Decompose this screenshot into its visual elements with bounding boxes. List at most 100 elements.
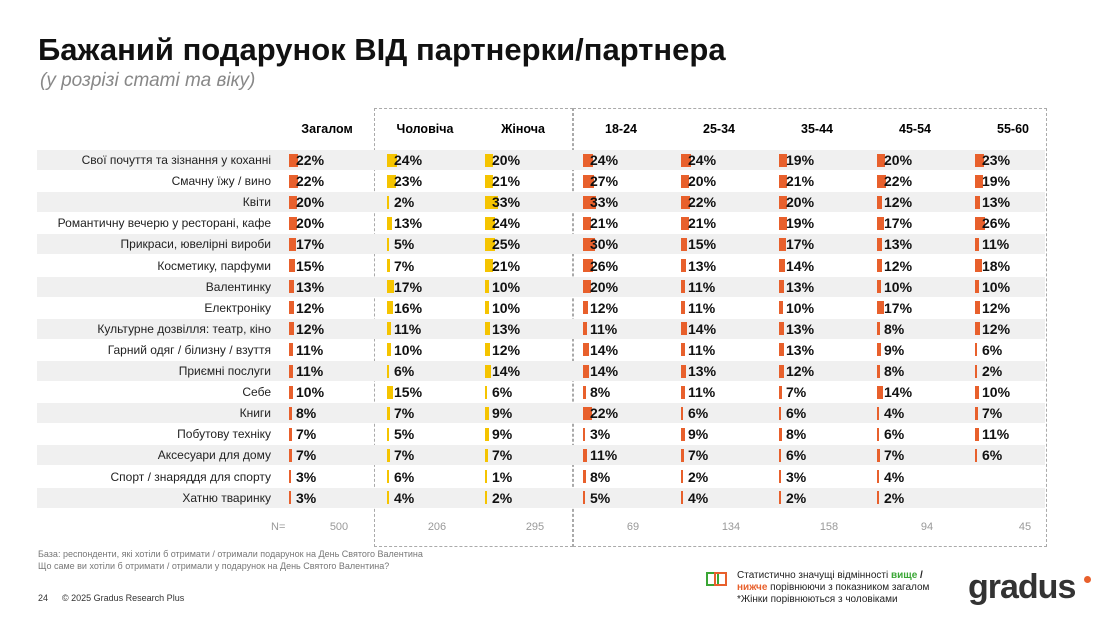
- bar: [779, 470, 781, 483]
- cell-value: 11%: [394, 320, 422, 337]
- cell-value: 14%: [492, 363, 521, 379]
- cell-value: 12%: [884, 257, 913, 274]
- bar: [387, 195, 389, 209]
- cell-value: 10%: [982, 278, 1011, 295]
- bar: [485, 385, 488, 399]
- cell-value: 12%: [982, 299, 1011, 316]
- legend-text: Статистично значущі відмінності: [737, 570, 891, 581]
- bar: [387, 153, 397, 167]
- cell-value: 21%: [590, 215, 619, 232]
- bar: [583, 195, 597, 209]
- cell-value: 13%: [688, 363, 717, 379]
- bar: [289, 259, 295, 272]
- bar: [289, 427, 292, 441]
- cell-value: 9%: [688, 426, 709, 443]
- cell-value: 10%: [982, 384, 1011, 401]
- bar: [583, 491, 585, 505]
- bar: [681, 322, 687, 336]
- column-header: Загалом: [301, 122, 353, 136]
- bar: [387, 216, 393, 230]
- bar: [975, 343, 978, 357]
- cell-value: 2%: [492, 489, 513, 506]
- bar: [387, 491, 389, 505]
- bar: [289, 237, 296, 251]
- cell-value: 5%: [394, 426, 415, 443]
- bar: [681, 385, 686, 399]
- bar: [583, 174, 594, 188]
- cell-value: 9%: [492, 405, 513, 422]
- cell-value: 3%: [786, 468, 807, 485]
- bar: [681, 406, 684, 420]
- cell-value: 6%: [982, 447, 1003, 464]
- cell-value: 11%: [590, 320, 618, 337]
- bar: [975, 259, 983, 272]
- cell-value: 7%: [786, 384, 807, 401]
- cell-value: 2%: [786, 489, 807, 506]
- cell-value: 9%: [884, 341, 905, 358]
- cell-value: 4%: [688, 489, 709, 506]
- cell-value: 14%: [590, 341, 619, 358]
- bar: [877, 448, 880, 462]
- bar: [289, 491, 291, 505]
- bar: [779, 301, 783, 315]
- bar: [681, 301, 686, 315]
- cell-value: 12%: [590, 299, 619, 316]
- bar: [975, 174, 983, 188]
- page-number: 24: [38, 593, 49, 603]
- cell-value: 21%: [786, 173, 815, 190]
- bar: [387, 448, 390, 462]
- bar: [485, 216, 495, 230]
- cell-value: 20%: [688, 173, 717, 190]
- cell-value: 6%: [394, 363, 415, 379]
- cell-value: 22%: [296, 173, 325, 190]
- cell-value: 13%: [394, 215, 423, 232]
- bar: [975, 322, 980, 336]
- bar: [289, 343, 294, 357]
- cell-value: 18%: [982, 257, 1011, 274]
- bar: [583, 343, 589, 357]
- cell-value: 22%: [296, 152, 325, 168]
- bar: [681, 216, 690, 230]
- bar: [289, 470, 291, 483]
- column-header: Чоловіча: [396, 122, 454, 136]
- n-value: 206: [427, 521, 447, 533]
- bar: [583, 301, 588, 315]
- cell-value: 13%: [982, 194, 1011, 211]
- bar: [485, 470, 487, 483]
- bar: [877, 322, 881, 336]
- bar: [681, 343, 686, 357]
- cell-value: 2%: [394, 194, 415, 211]
- cell-value: 19%: [786, 152, 815, 168]
- cell-value: 22%: [590, 405, 619, 422]
- bar: [877, 470, 879, 483]
- legend-icon: [706, 572, 727, 586]
- bar: [583, 322, 588, 336]
- column-header: 18-24: [605, 122, 637, 136]
- title: Бажаний подарунок ВІД партнерки/партнера: [38, 32, 726, 67]
- cell-value: 13%: [786, 278, 815, 295]
- column-header: 45-54: [899, 122, 931, 136]
- bar: [485, 237, 495, 251]
- bar: [681, 259, 687, 272]
- bar: [877, 343, 881, 357]
- cell-value: 13%: [492, 320, 521, 337]
- cell-value: 7%: [394, 257, 415, 274]
- cell-value: 10%: [884, 278, 913, 295]
- cell-value: 22%: [884, 173, 913, 190]
- column-header: Жіноча: [501, 122, 545, 136]
- bar: [485, 406, 489, 420]
- cell-value: 5%: [590, 489, 611, 506]
- cell-value: 2%: [982, 363, 1003, 379]
- cell-value: 11%: [688, 384, 716, 401]
- cell-value: 8%: [884, 320, 905, 337]
- cell-value: 7%: [982, 405, 1003, 422]
- bar: [387, 427, 389, 441]
- cell-value: 20%: [492, 152, 521, 168]
- cell-value: 30%: [590, 236, 619, 253]
- cell-value: 3%: [296, 468, 317, 485]
- n-value: 158: [819, 521, 839, 533]
- bar: [289, 406, 293, 420]
- cell-value: 13%: [296, 278, 325, 295]
- cell-value: 17%: [296, 236, 325, 253]
- cell-value: 19%: [982, 173, 1011, 190]
